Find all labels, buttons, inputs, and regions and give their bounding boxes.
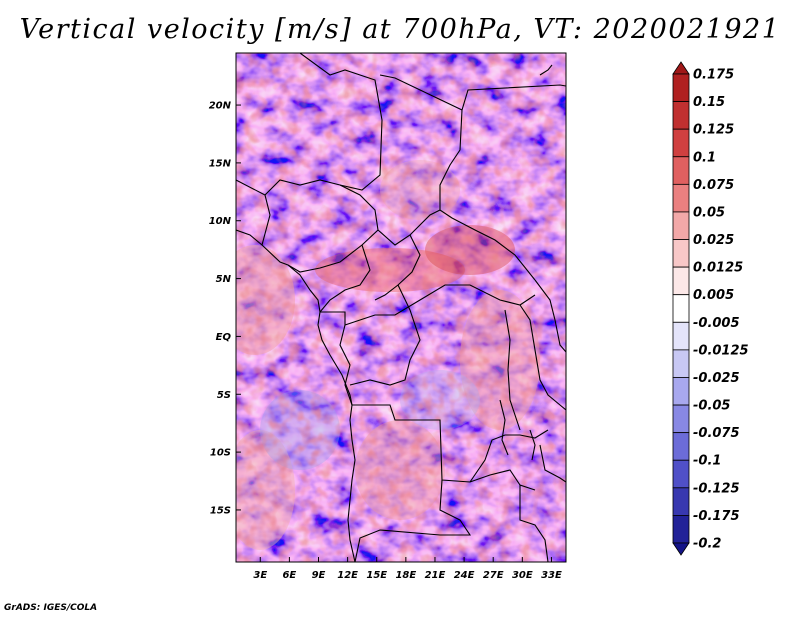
colorbar-label: -0.075 [693,426,740,441]
colorbar-label: -0.005 [693,316,740,331]
colorbar-label: -0.2 [693,537,721,552]
colorbar-swatch [672,515,690,544]
lat-label: 5N [216,274,232,285]
colorbar-label: 0.075 [693,178,734,193]
colorbar-label: 0.005 [693,288,734,303]
colorbar-swatch [672,294,690,323]
colorbar-label: 0.025 [693,233,734,248]
colorbar-swatch [672,101,690,130]
colorbar-label: -0.175 [693,509,740,524]
lon-label: 15E [366,570,387,581]
colorbar-label: -0.05 [693,399,730,414]
map-frame [235,52,567,563]
colorbar-label: -0.025 [693,371,740,386]
lat-label: 10N [209,216,232,227]
colorbar-label: -0.0125 [693,343,749,358]
colorbar-label: 0.05 [693,205,725,220]
lon-label: 9E [312,570,326,581]
colorbar-swatch [672,239,690,268]
colorbar-swatch [672,156,690,185]
longitude-axis: 3E 6E 9E 12E 15E 18E 21E 24E 27E 30E 33E [253,557,562,581]
colorbar-swatch [672,183,690,213]
colorbar-swatch [672,266,690,296]
colorbar-max-arrow [672,61,690,75]
colorbar-label: 0.1 [693,150,716,165]
lat-label: 15N [209,158,232,169]
country-borders [236,53,566,562]
lon-label: 27E [483,570,504,581]
colorbar-min-arrow [672,542,690,556]
colorbar-swatch [672,377,690,406]
lon-label: 24E [454,570,475,581]
lon-label: 30E [512,570,533,581]
coastline [287,64,553,562]
lon-label: 18E [395,570,416,581]
colorbar-label: 0.125 [693,123,734,138]
vertical-velocity-field [236,53,566,562]
map-title: Vertical velocity [m/s] at 700hPa, VT: 2… [19,14,781,45]
latitude-axis: 20N 15N 10N 5N EQ 5S 10S 15S [209,101,241,516]
colorbar-swatch [672,211,690,240]
lat-label: EQ [216,332,232,343]
colorbar-swatch [672,487,690,516]
lat-label: 15S [210,505,231,516]
colorbar-swatch [672,459,690,489]
colorbar-swatch [672,73,690,102]
colorbar-swatch [672,128,690,158]
colorbar-swatch [672,321,690,351]
colorbar-swatch [672,404,690,434]
lon-label: 12E [337,570,358,581]
grads-credit: GrADS: IGES/COLA [4,603,98,613]
colorbar: 0.175 0.15 0.125 0.1 0.075 0.05 0.025 0.0125 0.0… [672,61,749,556]
colorbar-label: 0.175 [693,68,734,83]
colorbar-label: -0.125 [693,481,740,496]
lat-label: 20N [209,101,232,112]
lat-label: 10S [210,448,231,459]
lon-label: 6E [282,570,296,581]
lon-label: 21E [425,570,446,581]
colorbar-label: 0.0125 [693,261,743,276]
colorbar-swatch [672,432,690,461]
colorbar-label: -0.1 [693,454,721,469]
lat-label: 5S [217,390,231,401]
colorbar-label: 0.15 [693,95,725,110]
lon-label: 33E [541,570,562,581]
lon-label: 3E [253,570,267,581]
colorbar-swatch [672,349,690,378]
